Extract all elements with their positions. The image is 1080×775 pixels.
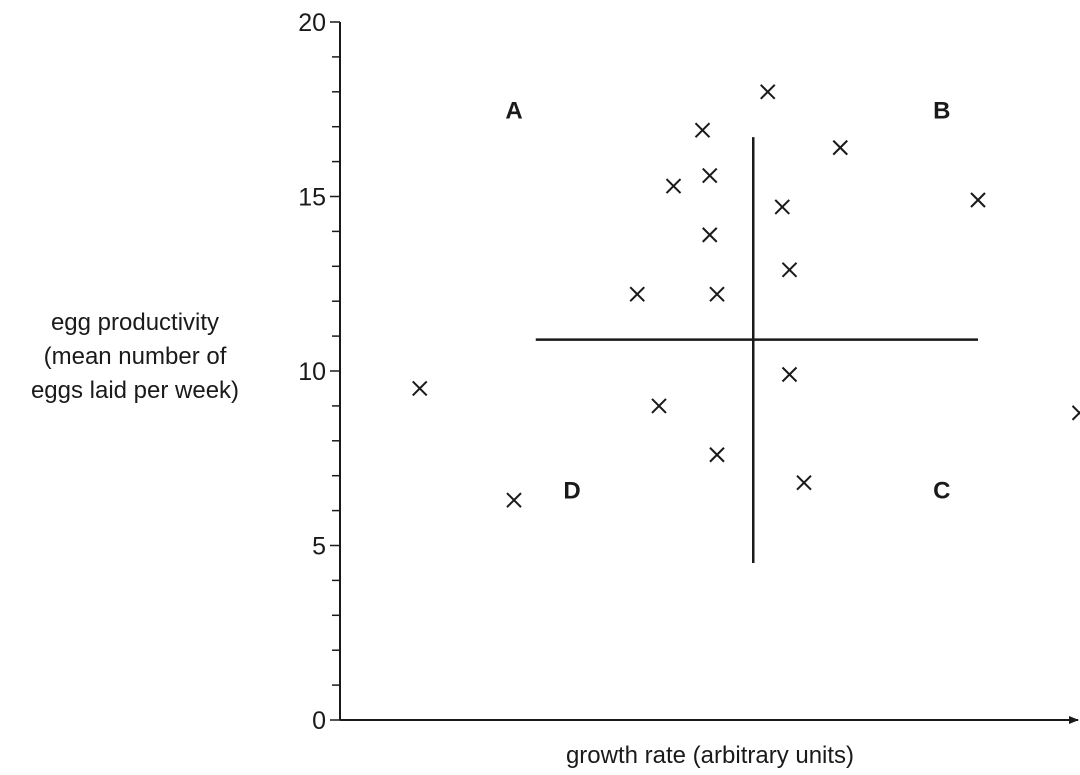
- y-tick-label: 0: [312, 707, 326, 735]
- quadrant-label-b: B: [933, 97, 950, 124]
- quadrant-label-d: D: [563, 478, 580, 505]
- y-axis-title-line: eggs laid per week): [31, 377, 239, 404]
- data-points: [412, 84, 1080, 508]
- data-point: [774, 199, 790, 215]
- y-axis-title: egg productivity (mean number of eggs laid…: [31, 309, 239, 404]
- y-tick-label: 20: [298, 9, 326, 37]
- data-point: [694, 122, 711, 138]
- quadrant-labels: A B C D: [505, 97, 950, 504]
- y-tick-label: 15: [298, 184, 326, 212]
- quadrant-label-c: C: [933, 478, 950, 505]
- data-point: [709, 286, 725, 302]
- axes: [339, 22, 1079, 724]
- data-point: [702, 167, 718, 184]
- data-point: [781, 262, 798, 278]
- y-axis-title-line: egg productivity: [51, 309, 219, 336]
- data-point: [629, 286, 645, 302]
- quadrant-dividers: [535, 137, 978, 563]
- data-point: [665, 178, 682, 194]
- y-axis-ticks: 0 5 10 15 20: [298, 9, 340, 735]
- data-point: [781, 366, 798, 383]
- y-tick-label: 5: [312, 533, 326, 561]
- quadrant-label-a: A: [505, 97, 522, 124]
- x-axis-title: growth rate (arbitrary units): [566, 742, 854, 769]
- data-point: [970, 192, 986, 208]
- data-point: [506, 492, 522, 508]
- data-point: [1071, 405, 1080, 421]
- data-point: [760, 84, 776, 100]
- data-point: [832, 139, 848, 156]
- y-tick-label: 10: [298, 358, 326, 386]
- data-point: [709, 447, 725, 463]
- data-point: [702, 227, 718, 243]
- data-point: [651, 398, 667, 414]
- data-point: [412, 380, 428, 397]
- data-point: [796, 474, 812, 491]
- y-axis-title-line: (mean number of: [44, 343, 227, 370]
